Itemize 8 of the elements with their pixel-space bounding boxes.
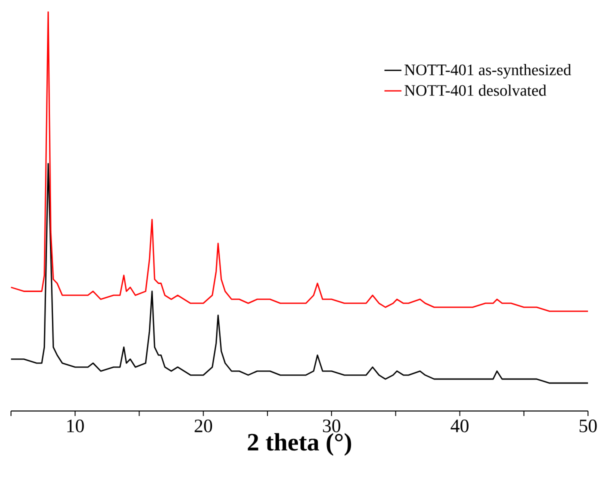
x-tick-label: 20 <box>194 420 212 432</box>
legend-label: NOTT-401 desolvated <box>404 84 546 96</box>
x-tick-label: 40 <box>450 420 469 432</box>
x-tick-label: 30 <box>323 420 340 432</box>
legend-label: NOTT-401 as-synthesized <box>404 64 572 79</box>
x-tick-label: 10 <box>67 420 84 432</box>
x-axis-title: 2 theta (°) <box>248 433 352 456</box>
x-tick-label: 50 <box>580 420 597 432</box>
